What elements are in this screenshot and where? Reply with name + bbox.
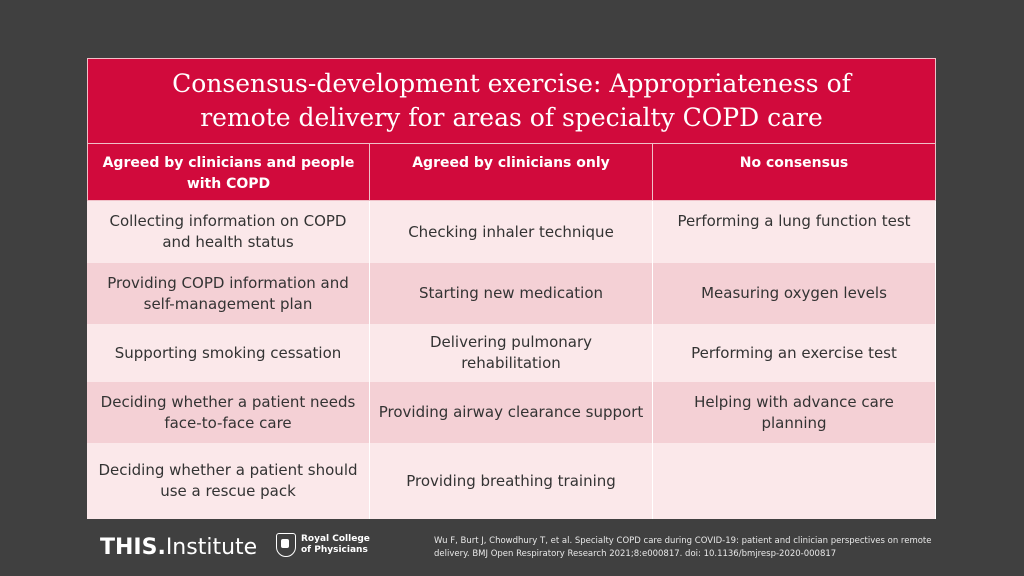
logo-rest: Institute <box>165 535 258 560</box>
table-cell: Checking inhaler technique <box>370 201 653 263</box>
slide-title: Consensus-development exercise: Appropri… <box>172 69 851 132</box>
table-cell: Starting new medication <box>370 263 653 324</box>
table-cell: Providing breathing training <box>370 443 653 519</box>
table-cell: Measuring oxygen levels <box>653 263 936 324</box>
table-cell: Supporting smoking cessation <box>87 324 370 382</box>
header-no-consensus: No consensus <box>653 144 936 201</box>
header-clinicians-only: Agreed by clinicians only <box>370 144 653 201</box>
table-cell: Deciding whether a patient needs face-to… <box>87 382 370 443</box>
rcp-logo: Royal College of Physicians <box>276 533 371 557</box>
crest-icon <box>276 533 296 557</box>
header-agreed-both: Agreed by clinicians and people with COP… <box>87 144 370 201</box>
table-cell: Deciding whether a patient should use a … <box>87 443 370 519</box>
this-institute-logo: THIS.Institute <box>100 535 257 560</box>
table-cell: Delivering pulmonary rehabilitation <box>370 324 653 382</box>
table-cell <box>653 443 936 519</box>
citation: Wu F, Burt J, Chowdhury T, et al. Specia… <box>434 536 932 559</box>
table-cell: Performing a lung function test <box>653 201 936 263</box>
slide-title-bar: Consensus-development exercise: Appropri… <box>87 58 936 144</box>
table-cell: Providing COPD information and self-mana… <box>87 263 370 324</box>
consensus-table: Agreed by clinicians and people with COP… <box>87 144 936 519</box>
table-cell: Helping with advance care planning <box>653 382 936 443</box>
table-cell: Collecting information on COPD and healt… <box>87 201 370 263</box>
rcp-name: Royal College of Physicians <box>301 534 370 555</box>
table-cell: Providing airway clearance support <box>370 382 653 443</box>
logo-bold: THIS. <box>100 535 166 560</box>
table-cell: Performing an exercise test <box>653 324 936 382</box>
